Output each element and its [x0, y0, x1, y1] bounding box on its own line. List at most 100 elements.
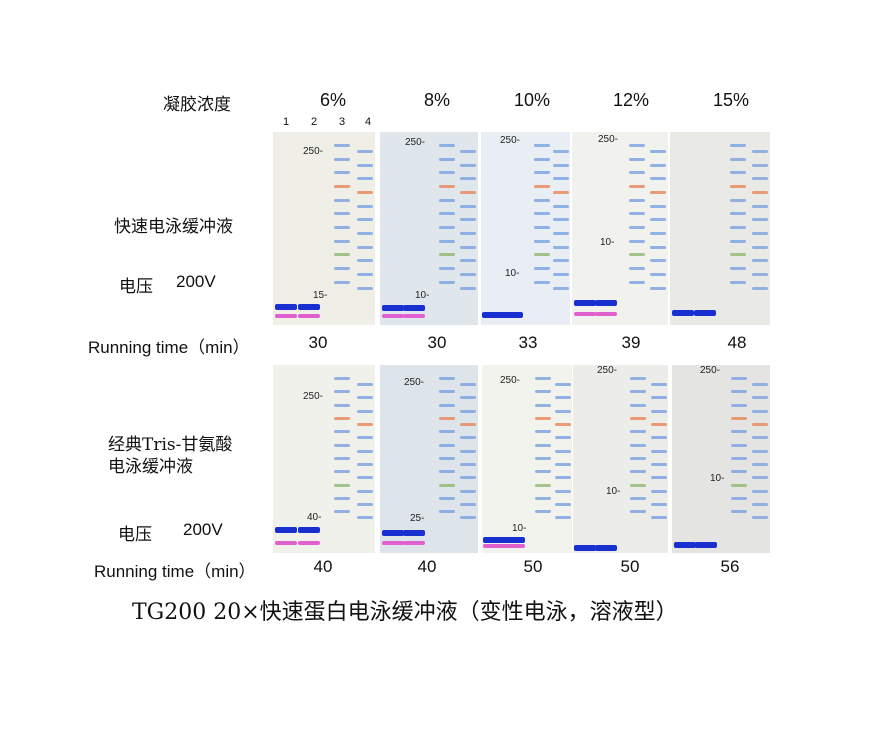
ladder-band	[535, 483, 552, 487]
ladder-band	[555, 462, 571, 466]
ladder-band	[460, 502, 477, 506]
caption: TG200 20×快速蛋白电泳缓冲液（变性电泳，溶液型）	[132, 600, 678, 625]
ladder-band	[650, 191, 667, 195]
ladder-band	[356, 383, 373, 386]
ladder-band	[460, 449, 477, 453]
ladder-band	[460, 150, 477, 153]
sample-band	[482, 544, 505, 548]
ladder-band	[356, 232, 373, 236]
ladder-band	[629, 157, 646, 161]
ladder-band	[356, 462, 373, 466]
ladder-band	[629, 239, 646, 243]
ladder-band	[629, 253, 646, 257]
ladder-band	[629, 456, 646, 460]
ladder-band	[650, 163, 667, 167]
classic-running-time-label: Running time（min）	[94, 562, 256, 581]
ladder-band	[334, 239, 351, 243]
marker-label: 10-	[606, 486, 621, 497]
ladder-band	[356, 286, 373, 290]
ladder-band	[535, 403, 552, 407]
ladder-band	[334, 226, 351, 230]
ladder-band	[334, 267, 351, 271]
lane-number-3: 3	[338, 116, 346, 128]
sample-band	[275, 304, 298, 310]
ladder-band	[334, 171, 351, 175]
ladder-band	[334, 212, 351, 216]
sample-band	[381, 314, 404, 318]
ladder-band	[555, 502, 571, 506]
gel-panel: 250- 10-	[482, 365, 572, 553]
ladder-band	[752, 245, 768, 249]
ladder-band	[752, 516, 769, 520]
fast-running-time-label: Running time（min）	[88, 338, 250, 357]
ladder-band	[334, 510, 351, 514]
gel-panel: 250- 25-	[380, 365, 478, 553]
gel-panel: 250- 10-	[573, 365, 668, 553]
sample-band	[403, 314, 426, 318]
ladder-band	[356, 177, 373, 181]
ladder-band	[438, 430, 455, 434]
ladder-band	[730, 496, 747, 500]
ladder-band	[730, 456, 747, 460]
ladder-band	[752, 476, 769, 480]
ladder-band	[730, 416, 747, 420]
ladder-band	[730, 377, 747, 380]
ladder-band	[730, 157, 746, 161]
ladder-band	[730, 212, 746, 216]
ladder-band	[650, 462, 667, 466]
ladder-band	[629, 496, 646, 500]
sample-band	[672, 310, 694, 316]
ladder-band	[730, 144, 746, 147]
ladder-band	[752, 204, 768, 208]
ladder-band	[438, 443, 455, 447]
sample-band	[482, 537, 505, 543]
sample-band	[502, 544, 525, 548]
ladder-band	[533, 280, 550, 284]
ladder-band	[334, 403, 351, 407]
ladder-band	[535, 510, 552, 514]
ladder-band	[356, 409, 373, 413]
ladder-band	[356, 204, 373, 208]
sample-band	[381, 530, 404, 536]
ladder-band	[460, 476, 477, 480]
ladder-band	[356, 489, 373, 493]
marker-label: 10-	[415, 290, 430, 301]
ladder-band	[438, 267, 455, 271]
classic-buffer-label-2: 电泳缓冲液	[108, 457, 193, 477]
ladder-band	[356, 150, 373, 153]
ladder-band	[438, 403, 455, 407]
ladder-band	[555, 449, 571, 453]
marker-label: 250-	[500, 135, 521, 146]
ladder-band	[533, 157, 550, 161]
ladder-band	[535, 443, 552, 447]
ladder-band	[356, 273, 373, 277]
ladder-band	[650, 489, 667, 493]
ladder-band	[650, 273, 667, 277]
ladder-band	[730, 470, 747, 474]
ladder-band	[629, 280, 646, 284]
ladder-band	[752, 409, 769, 413]
ladder-band	[650, 232, 667, 236]
running-time-value: 30	[427, 333, 447, 352]
ladder-band	[533, 185, 550, 189]
ladder-band	[356, 218, 373, 222]
lane-number-2: 2	[310, 116, 318, 128]
ladder-band	[730, 390, 747, 394]
gel-panel: 250- 10-	[572, 132, 668, 325]
ladder-band	[460, 516, 477, 520]
ladder-band	[356, 245, 373, 249]
ladder-band	[650, 383, 667, 386]
sample-band	[275, 314, 298, 318]
ladder-band	[356, 259, 373, 263]
sample-band	[297, 314, 320, 318]
running-time-value: 39	[621, 333, 641, 352]
marker-label: 250-	[597, 365, 618, 376]
ladder-band	[460, 409, 477, 413]
ladder-band	[555, 516, 571, 520]
ladder-band	[629, 267, 646, 271]
ladder-band	[730, 430, 747, 434]
ladder-band	[553, 204, 570, 208]
ladder-band	[535, 496, 552, 500]
ladder-band	[555, 489, 571, 493]
gel-panel: 250- 10-	[380, 132, 478, 325]
